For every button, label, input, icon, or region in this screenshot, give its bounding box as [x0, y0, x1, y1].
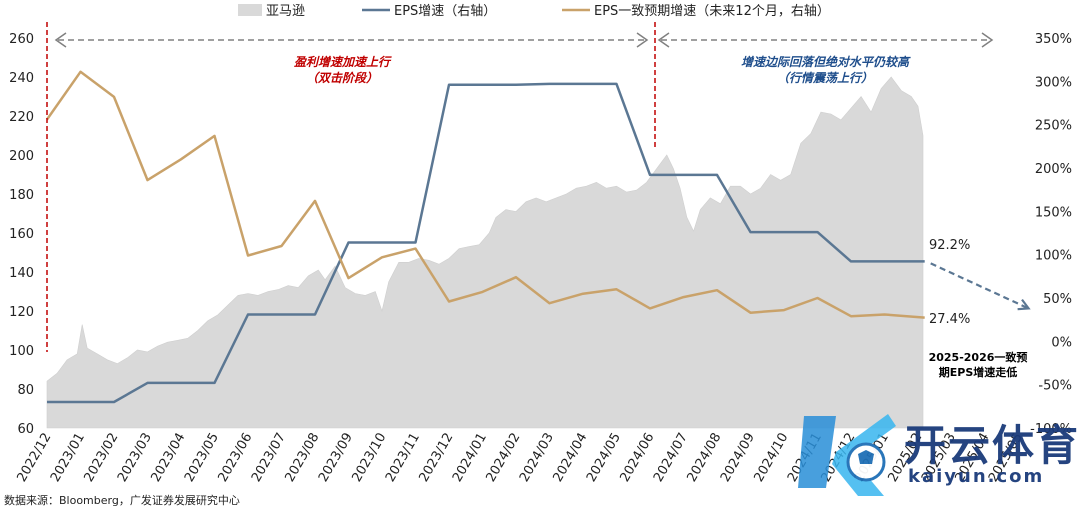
watermark-text-cn: 开云体育	[904, 421, 1080, 470]
annotation-phase1-line2: （双击阶段）	[306, 71, 378, 85]
source-note: 数据来源：Bloomberg，广发证券发展研究中心	[4, 494, 240, 507]
right-tick-label: 200%	[1035, 162, 1072, 177]
arrowhead-left-2	[657, 32, 670, 48]
left-axis-ticks: 60 80 100 120 140 160 180 200 220 240 260	[9, 32, 34, 437]
right-tick-label: -50%	[1038, 379, 1072, 394]
left-tick-label: 120	[9, 305, 34, 320]
eps-projection-arrow	[930, 262, 1030, 310]
eps-growth-line	[47, 82, 925, 404]
annotation-phase2-line2: （行情震荡上行）	[777, 71, 873, 85]
legend-swatch-stock	[238, 4, 262, 16]
right-tick-label: 150%	[1035, 205, 1072, 220]
legend-label-eps: EPS增速（右轴）	[394, 4, 496, 19]
left-tick-label: 140	[9, 266, 34, 281]
eps-consensus-line	[45, 70, 925, 319]
legend-label-consensus: EPS一致预期增速（未来12个月，右轴）	[594, 4, 830, 19]
right-tick-label: 350%	[1035, 32, 1072, 47]
eps-end-label: 92.2%	[929, 238, 970, 253]
watermark-k-icon	[798, 414, 896, 496]
eps-projection-arrowhead	[1017, 298, 1031, 311]
annotations: 盈利增速加速上行 （双击阶段） 增速边际回落但绝对水平仍较高 （行情震荡上行） …	[294, 55, 1027, 379]
right-tick-label: 0%	[1051, 335, 1072, 350]
phase-markers	[46, 22, 994, 352]
left-tick-label: 240	[9, 71, 34, 86]
right-tick-label: -100%	[1030, 422, 1072, 437]
left-tick-label: 160	[9, 227, 34, 242]
right-tick-label: 300%	[1035, 75, 1072, 90]
legend: 亚马逊 EPS增速（右轴） EPS一致预期增速（未来12个月，右轴）	[238, 4, 830, 19]
right-tick-label: 100%	[1035, 249, 1072, 264]
right-axis-ticks: -100% -50% 0% 50% 100% 150% 200% 250% 300% 350%	[1030, 32, 1072, 437]
arrowhead-right-1	[636, 32, 649, 48]
annotation-forecast-line1: 2025-2026一致预	[929, 350, 1028, 364]
left-tick-label: 180	[9, 188, 34, 203]
stock-price-area	[46, 76, 924, 429]
legend-label-stock: 亚马逊	[266, 4, 305, 19]
left-tick-label: 200	[9, 149, 34, 164]
plot-area	[45, 70, 1031, 429]
watermark-text-en: kaiyun.com	[908, 466, 1045, 487]
left-tick-label: 220	[9, 110, 34, 125]
consensus-end-label: 27.4%	[929, 312, 970, 327]
right-tick-label: 50%	[1043, 292, 1072, 307]
annotation-phase1-line1: 盈利增速加速上行	[294, 55, 392, 69]
annotation-phase2-line1: 增速边际回落但绝对水平仍较高	[741, 55, 911, 69]
left-tick-label: 260	[9, 32, 34, 47]
left-tick-label: 60	[17, 422, 34, 437]
arrowhead-left-1	[54, 32, 67, 48]
arrowhead-right-2	[981, 32, 994, 48]
right-tick-label: 250%	[1035, 119, 1072, 134]
left-tick-label: 100	[9, 344, 34, 359]
watermark-logo: 开云体育 kaiyun.com	[796, 404, 1080, 504]
annotation-forecast-line2: 期EPS增速走低	[939, 365, 1018, 379]
left-tick-label: 80	[17, 383, 34, 398]
